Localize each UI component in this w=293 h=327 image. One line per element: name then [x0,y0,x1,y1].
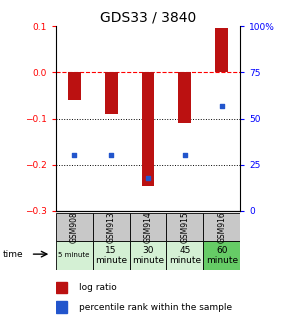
Bar [56,241,93,270]
Text: GSM916: GSM916 [217,211,226,243]
Text: log ratio: log ratio [79,283,117,292]
Bar [56,213,93,241]
Bar [130,241,166,270]
Bar [68,72,81,100]
Bar [178,72,191,123]
Text: 45
minute: 45 minute [169,246,201,265]
Bar [166,213,203,241]
Text: GSM908: GSM908 [70,211,79,243]
Point [72,153,76,158]
Text: 60
minute: 60 minute [206,246,238,265]
Text: time: time [3,250,23,259]
Text: 15
minute: 15 minute [95,246,127,265]
Point [183,153,187,158]
Title: GDS33 / 3840: GDS33 / 3840 [100,11,196,25]
Bar [93,241,130,270]
Text: 5 minute: 5 minute [58,252,90,258]
Point [146,175,150,180]
Point [219,103,224,108]
Bar [215,27,228,72]
Bar [56,282,67,293]
Bar [203,213,240,241]
Bar [56,301,67,313]
Bar [105,72,117,114]
Bar [203,241,240,270]
Text: GSM913: GSM913 [107,211,115,243]
Bar [166,241,203,270]
Bar [142,72,154,185]
Bar [130,213,166,241]
Text: percentile rank within the sample: percentile rank within the sample [79,302,232,312]
Text: GSM914: GSM914 [144,211,152,243]
Text: GSM915: GSM915 [180,211,189,243]
Bar [93,213,130,241]
Point [109,153,113,158]
Text: 30
minute: 30 minute [132,246,164,265]
